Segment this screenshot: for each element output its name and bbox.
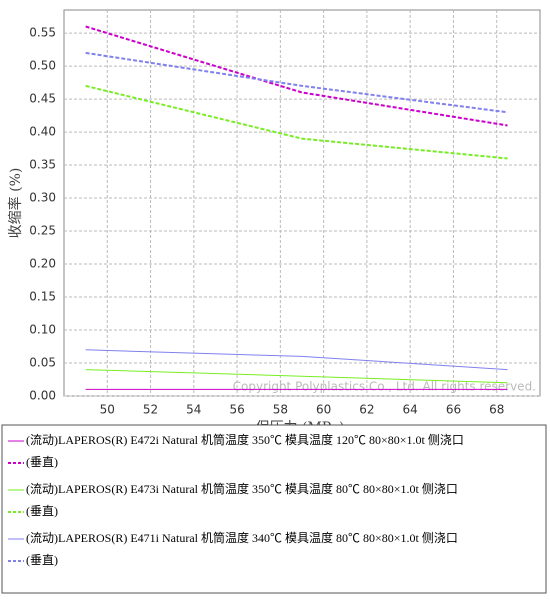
x-tick-label: 62 bbox=[359, 403, 374, 417]
y-tick-label: 0.05 bbox=[29, 356, 56, 370]
plot-area bbox=[63, 9, 541, 397]
x-tick-label: 52 bbox=[143, 403, 158, 417]
y-tick-label: 0.15 bbox=[29, 290, 56, 304]
y-tick-label: 0.55 bbox=[29, 26, 56, 40]
line bbox=[85, 349, 508, 371]
legend bbox=[1, 424, 547, 594]
line bbox=[85, 369, 508, 384]
x-tick-label: 50 bbox=[100, 403, 115, 417]
line bbox=[85, 51, 508, 114]
x-tick-label: 64 bbox=[403, 403, 418, 417]
y-tick-label: 0.30 bbox=[29, 191, 56, 205]
line bbox=[85, 25, 508, 127]
y-tick-label: 0.50 bbox=[29, 59, 56, 73]
y-tick-label: 0.25 bbox=[29, 224, 56, 238]
y-tick-label: 0.35 bbox=[29, 158, 56, 172]
x-tick-label: 54 bbox=[186, 403, 201, 417]
y-axis-label: 收缩率 (%) bbox=[7, 168, 24, 239]
x-tick-label: 58 bbox=[273, 403, 288, 417]
y-tick-label: 0.00 bbox=[29, 389, 56, 403]
legend-label: (垂直) bbox=[26, 455, 58, 469]
legend-label: (流动)LAPEROS(R) E473i Natural 机筒温度 350℃ 模… bbox=[26, 481, 458, 496]
y-tick-label: 0.45 bbox=[29, 92, 56, 106]
line bbox=[85, 84, 508, 160]
legend-label: (垂直) bbox=[26, 504, 58, 518]
y-tick-label: 0.10 bbox=[29, 323, 56, 337]
x-tick-label: 68 bbox=[489, 403, 504, 417]
watermark: Copyright Polyplastics Co., Ltd. All rig… bbox=[233, 380, 536, 394]
legend-label: (垂直) bbox=[26, 553, 58, 567]
y-tick-label: 0.20 bbox=[29, 257, 56, 271]
legend-label: (流动)LAPEROS(R) E471i Natural 机筒温度 340℃ 模… bbox=[26, 530, 458, 545]
x-tick-label: 66 bbox=[446, 403, 461, 417]
x-tick-label: 56 bbox=[229, 403, 244, 417]
legend-label: (流动)LAPEROS(R) E472i Natural 机筒温度 350℃ 模… bbox=[26, 432, 464, 447]
y-tick-label: 0.40 bbox=[29, 125, 56, 139]
x-tick-label: 60 bbox=[316, 403, 331, 417]
